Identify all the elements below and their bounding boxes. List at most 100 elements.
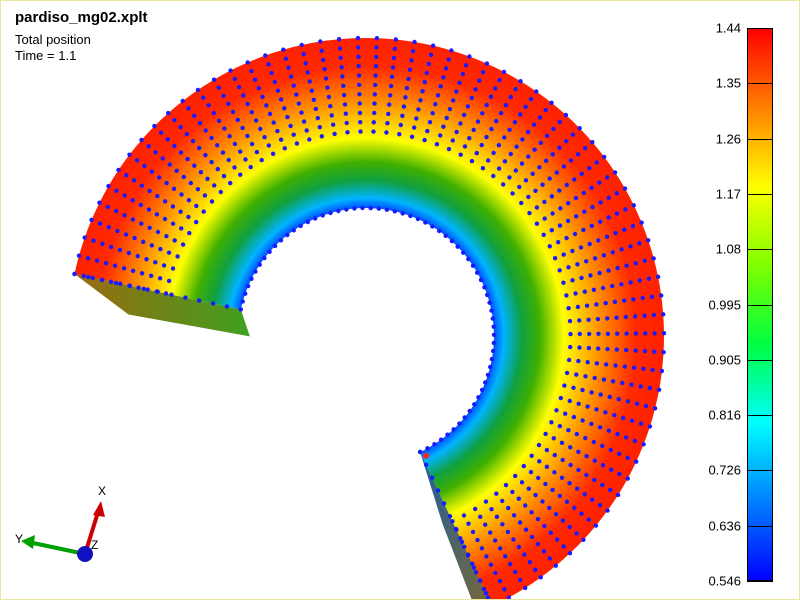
mesh-node <box>467 54 472 59</box>
mesh-node <box>138 202 143 208</box>
mesh-node <box>460 71 466 77</box>
mesh-node <box>631 365 637 370</box>
mesh-node <box>294 92 299 97</box>
mesh-node <box>567 481 572 486</box>
mesh-node <box>491 332 497 337</box>
mesh-node <box>360 205 365 211</box>
mesh-node <box>86 274 91 280</box>
mesh-node <box>127 152 132 157</box>
mesh-node <box>271 120 276 125</box>
mesh-node <box>567 318 573 324</box>
mesh-node <box>212 183 217 188</box>
mesh-node <box>275 128 280 134</box>
mesh-node <box>523 178 529 183</box>
mesh-node <box>291 228 296 233</box>
mesh-node <box>477 78 482 83</box>
mesh-node <box>172 117 177 123</box>
mesh-node <box>172 143 177 149</box>
mesh-node <box>608 447 613 453</box>
mesh-node <box>553 512 559 517</box>
mesh-node <box>494 491 499 496</box>
mesh-node <box>238 172 243 177</box>
mesh-node <box>430 43 436 48</box>
mesh-node <box>467 408 472 414</box>
mesh-node <box>243 291 248 296</box>
mesh-node <box>513 168 518 173</box>
mesh-node <box>573 291 578 296</box>
mesh-node <box>195 187 201 192</box>
mesh-node <box>646 238 651 243</box>
mesh-node <box>272 79 277 85</box>
mesh-node <box>651 312 657 318</box>
mesh-node <box>511 513 517 518</box>
mesh-node <box>594 302 599 307</box>
mesh-node <box>560 457 565 463</box>
mesh-node <box>592 458 597 463</box>
mesh-node <box>368 205 373 211</box>
mesh-node <box>558 206 563 211</box>
mesh-node <box>479 546 485 551</box>
mesh-node <box>520 137 525 142</box>
mesh-node <box>624 435 629 440</box>
mesh-node <box>178 150 184 155</box>
mesh-node <box>529 534 535 540</box>
mesh-node <box>550 487 555 493</box>
mesh-node <box>372 101 377 106</box>
mesh-node <box>577 318 582 323</box>
mesh-node <box>541 232 546 237</box>
mesh-node <box>238 149 243 154</box>
mesh-node <box>94 258 100 263</box>
mesh-node <box>483 380 488 385</box>
mesh-node <box>317 125 322 130</box>
mesh-node <box>615 265 620 271</box>
mesh-node <box>596 331 601 336</box>
mesh-node <box>500 498 505 504</box>
legend-tick-mark <box>747 526 773 527</box>
mesh-node <box>180 98 185 104</box>
mesh-node <box>560 518 566 523</box>
mesh-node <box>139 221 144 226</box>
mesh-node <box>643 331 648 336</box>
mesh-node <box>337 46 343 51</box>
mesh-node <box>566 265 571 270</box>
mesh-node <box>638 421 644 426</box>
mesh-node <box>309 88 314 93</box>
mesh-node <box>628 280 633 285</box>
mesh-node <box>473 87 478 92</box>
mesh-node <box>488 94 494 99</box>
mesh-node <box>489 356 495 362</box>
mesh-node <box>550 211 555 216</box>
mesh-node <box>578 245 584 250</box>
mesh-node <box>484 102 489 108</box>
mesh-node <box>425 128 430 134</box>
mesh-node <box>516 544 522 550</box>
legend-tick-label: 0.546 <box>708 573 741 589</box>
mesh-node <box>100 277 105 283</box>
mesh-node <box>661 331 667 336</box>
mesh-node <box>228 180 233 186</box>
selected-node-marker[interactable] <box>423 452 430 459</box>
mesh-node <box>357 82 362 88</box>
mesh-node <box>141 286 146 291</box>
mesh-node <box>401 104 407 109</box>
mesh-node <box>267 111 273 117</box>
legend-tick-mark <box>747 83 773 84</box>
mesh-node <box>528 469 534 475</box>
mesh-node <box>331 122 336 127</box>
mesh-node <box>201 209 206 214</box>
mesh-node <box>568 331 573 337</box>
mesh-node <box>397 132 402 137</box>
mesh-node <box>584 303 590 308</box>
mesh-node <box>661 312 666 317</box>
mesh-node <box>486 158 491 163</box>
mesh-node <box>484 554 489 559</box>
mesh-node <box>519 161 525 166</box>
mesh-node <box>490 316 495 321</box>
mesh-node <box>637 278 642 283</box>
mesh-node <box>162 216 168 222</box>
mesh-node <box>461 513 467 518</box>
mesh-node <box>357 92 362 97</box>
mesh-node <box>232 76 237 82</box>
